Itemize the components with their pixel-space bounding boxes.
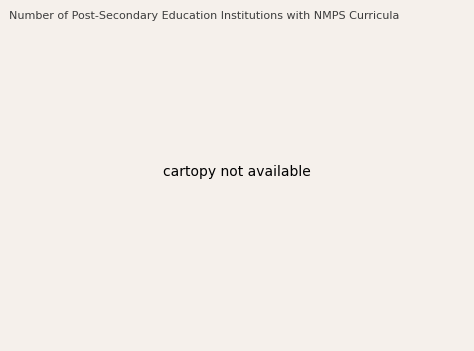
Text: cartopy not available: cartopy not available [163,165,311,179]
Text: Number of Post-Secondary Education Institutions with NMPS Curricula: Number of Post-Secondary Education Insti… [9,11,400,20]
